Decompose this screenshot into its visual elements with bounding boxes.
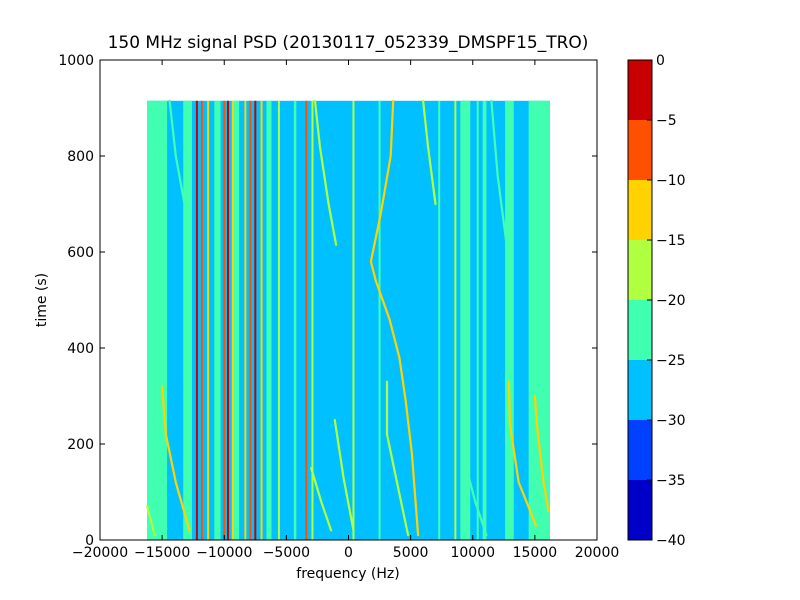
y-axis-label: time (s) bbox=[34, 273, 50, 327]
doppler-trace bbox=[333, 418, 355, 532]
colorbar-segment bbox=[628, 60, 652, 120]
colorbar-segment bbox=[628, 240, 652, 300]
colorbar: −40 −35 −30 −25 −20 −15 −10 −5 0 bbox=[627, 53, 686, 549]
colorbar-tick-label: −10 bbox=[656, 173, 686, 189]
doppler-trace bbox=[507, 380, 538, 527]
x-tick-label: 0 bbox=[344, 545, 353, 561]
noise-band bbox=[460, 100, 471, 540]
x-tick-label: 20000 bbox=[575, 545, 620, 561]
chart-title: 150 MHz signal PSD (20130117_052339_DMSP… bbox=[108, 33, 589, 53]
colorbar-tick-label: −25 bbox=[656, 353, 686, 369]
x-tick-label: −10000 bbox=[196, 545, 252, 561]
doppler-trace bbox=[422, 99, 437, 206]
doppler-trace bbox=[168, 99, 186, 206]
y-tick-label: 200 bbox=[67, 437, 94, 453]
y-axis: 0 200 400 600 800 1000 bbox=[58, 53, 597, 549]
y-tick-label: 400 bbox=[67, 341, 94, 357]
noise-band bbox=[505, 100, 514, 540]
x-tick-label: −15000 bbox=[134, 545, 190, 561]
x-tick-label: 5000 bbox=[393, 545, 429, 561]
doppler-trace bbox=[313, 99, 338, 246]
noise-band bbox=[183, 100, 192, 540]
x-tick-label: −20000 bbox=[72, 545, 128, 561]
colorbar-tick-label: 0 bbox=[656, 53, 665, 69]
doppler-trace bbox=[146, 505, 156, 537]
colorbar-segment bbox=[628, 180, 652, 240]
noise-band bbox=[266, 100, 272, 540]
y-tick-label: 1000 bbox=[58, 53, 94, 69]
colorbar-segment bbox=[628, 480, 652, 540]
colorbar-segment bbox=[628, 420, 652, 480]
x-tick-label: 15000 bbox=[513, 545, 558, 561]
noise-band bbox=[482, 100, 487, 540]
doppler-trace bbox=[490, 99, 508, 244]
y-tick-label: 600 bbox=[67, 245, 94, 261]
doppler-trace bbox=[533, 394, 550, 513]
x-axis: −20000 −15000 −10000 −5000 0 5000 10000 15000 20… bbox=[72, 60, 619, 561]
colorbar-tick-label: −30 bbox=[656, 413, 686, 429]
noise-band bbox=[293, 100, 297, 540]
x-axis-label: frequency (Hz) bbox=[296, 566, 399, 582]
colorbar-tick-label: −35 bbox=[656, 473, 686, 489]
noise-band bbox=[231, 100, 240, 540]
noise-band bbox=[214, 100, 221, 540]
doppler-trace bbox=[161, 385, 191, 532]
x-tick-label: −5000 bbox=[263, 545, 310, 561]
y-tick-label: 800 bbox=[67, 149, 94, 165]
doppler-trace bbox=[369, 99, 420, 537]
colorbar-tick-label: −20 bbox=[656, 293, 686, 309]
colorbar-segment bbox=[628, 360, 652, 420]
doppler-trace bbox=[385, 380, 410, 537]
noise-band bbox=[147, 100, 168, 540]
doppler-trace bbox=[310, 466, 333, 532]
doppler-trace bbox=[465, 466, 488, 537]
colorbar-segment bbox=[628, 300, 652, 360]
colorbar-tick-label: −15 bbox=[656, 233, 686, 249]
x-tick-label: 10000 bbox=[450, 545, 495, 561]
y-tick-label: 0 bbox=[85, 533, 94, 549]
colorbar-tick-label: −40 bbox=[656, 533, 686, 549]
colorbar-segment bbox=[628, 120, 652, 180]
heatmap-layer bbox=[146, 99, 550, 540]
noise-band bbox=[528, 100, 550, 540]
colorbar-tick-label: −5 bbox=[656, 113, 677, 129]
